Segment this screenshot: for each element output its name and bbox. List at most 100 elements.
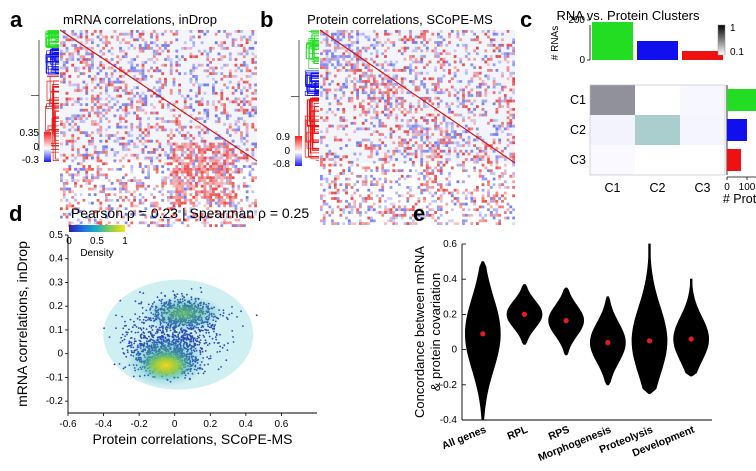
heatmap-cell [512, 158, 515, 161]
heatmap-cell [181, 221, 184, 224]
heatmap-cell [212, 103, 215, 106]
heatmap-cell [156, 117, 159, 120]
heatmap-cell [320, 208, 323, 211]
heatmap-cell [235, 160, 238, 163]
heatmap-cell [470, 128, 473, 131]
heatmap-cell [507, 116, 510, 119]
heatmap-cell [367, 139, 370, 142]
heatmap-cell [323, 194, 326, 197]
heatmap-cell [498, 214, 501, 217]
heatmap-cell [240, 199, 243, 202]
heatmap-cell [440, 41, 443, 44]
heatmap-cell [170, 41, 173, 44]
heatmap-cell [451, 167, 454, 170]
heatmap-cell [367, 38, 370, 41]
heatmap-cell [370, 183, 373, 186]
heatmap-cell [409, 105, 412, 108]
heatmap-cell [384, 153, 387, 156]
heatmap-cell [232, 165, 235, 168]
heatmap-cell [504, 128, 507, 131]
heatmap-cell [493, 200, 496, 203]
heatmap-cell [178, 72, 181, 75]
heatmap-cell [420, 164, 423, 167]
heatmap-cell [119, 114, 122, 117]
heatmap-cell [320, 75, 323, 78]
heatmap-cell [426, 63, 429, 66]
heatmap-cell [367, 36, 370, 39]
heatmap-cell [97, 114, 100, 117]
heatmap-cell [404, 130, 407, 133]
heatmap-cell [498, 44, 501, 47]
heatmap-cell [409, 186, 412, 189]
heatmap-cell [429, 97, 432, 100]
heatmap-cell [175, 38, 178, 41]
heatmap-cell [365, 83, 368, 86]
heatmap-cell [229, 199, 232, 202]
heatmap-cell [243, 185, 246, 188]
heatmap-cell [63, 188, 66, 191]
heatmap-cell [443, 150, 446, 153]
heatmap-cell [362, 108, 365, 111]
heatmap-cell [379, 206, 382, 209]
heatmap-cell [215, 162, 218, 165]
heatmap-cell [420, 125, 423, 128]
heatmap-cell [340, 125, 343, 128]
heatmap-cell [235, 171, 238, 174]
heatmap-cell [448, 158, 451, 161]
heatmap-cell [387, 114, 390, 117]
heatmap-cell [365, 80, 368, 83]
heatmap-cell [175, 160, 178, 163]
heatmap-cell [401, 119, 404, 122]
heatmap-cell [125, 109, 128, 112]
heatmap-cell [195, 100, 198, 103]
heatmap-cell [249, 112, 252, 115]
heatmap-cell [379, 125, 382, 128]
heatmap-cell [246, 123, 249, 126]
heatmap-cell [175, 165, 178, 168]
heatmap-cell [232, 190, 235, 193]
heatmap-cell [337, 178, 340, 181]
heatmap-cell [415, 50, 418, 53]
heatmap-cell [512, 180, 515, 183]
heatmap-cell [431, 186, 434, 189]
heatmap-cell [445, 158, 448, 161]
heatmap-cell [390, 211, 393, 214]
heatmap-cell [351, 66, 354, 69]
heatmap-cell [395, 217, 398, 220]
heatmap-cell [229, 196, 232, 199]
heatmap-cell [367, 75, 370, 78]
heatmap-cell [68, 140, 71, 143]
heatmap-cell [401, 105, 404, 108]
heatmap-cell [451, 125, 454, 128]
heatmap-cell [206, 100, 209, 103]
heatmap-cell [448, 69, 451, 72]
heatmap-cell [215, 145, 218, 148]
heatmap-cell [218, 148, 221, 151]
heatmap-cell [493, 86, 496, 89]
heatmap-cell [320, 206, 323, 209]
heatmap-cell [356, 180, 359, 183]
heatmap-cell [356, 211, 359, 214]
heatmap-cell [496, 203, 499, 206]
heatmap-cell [334, 97, 337, 100]
heatmap-cell [434, 175, 437, 178]
heatmap-cell [434, 178, 437, 181]
heatmap-cell [139, 221, 142, 224]
heatmap-cell [392, 153, 395, 156]
heatmap-cell [337, 222, 340, 225]
heatmap-cell [184, 58, 187, 61]
heatmap-cell [512, 155, 515, 158]
heatmap-cell [362, 72, 365, 75]
heatmap-cell [153, 151, 156, 154]
heatmap-cell [431, 208, 434, 211]
heatmap-cell [418, 47, 421, 50]
heatmap-cell [373, 147, 376, 150]
heatmap-cell [181, 165, 184, 168]
heatmap-cell [409, 194, 412, 197]
heatmap-cell [105, 199, 108, 202]
heatmap-cell [340, 172, 343, 175]
heatmap-cell [426, 155, 429, 158]
heatmap-cell [108, 179, 111, 182]
heatmap-cell [167, 58, 170, 61]
heatmap-cell [94, 148, 97, 151]
